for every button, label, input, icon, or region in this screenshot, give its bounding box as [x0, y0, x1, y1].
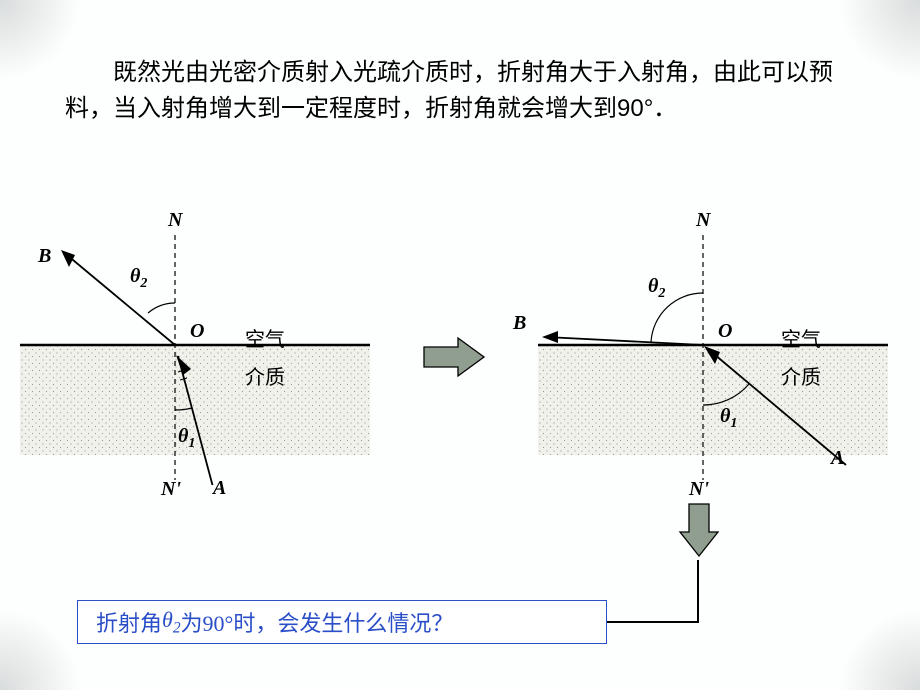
question-suffix: 为90°时，会发生什么情况？	[181, 606, 454, 638]
question-box: 折射角 θ2 为90°时，会发生什么情况？	[77, 600, 607, 644]
label-air-r: 空气	[781, 323, 821, 352]
diagram-right-svg	[538, 225, 888, 485]
label-theta2: θ2	[130, 265, 147, 292]
label-medium: 介质	[245, 361, 285, 390]
connector-horizontal	[607, 621, 699, 623]
label-A: A	[213, 477, 226, 500]
label-N-bot: N'	[161, 478, 181, 501]
label-A-r: A	[831, 447, 844, 470]
connector-vertical	[697, 560, 699, 623]
refraction-diagram-left: N N' O B A θ2 θ1 空气 介质	[20, 225, 370, 485]
label-O: O	[190, 320, 204, 343]
label-theta2-r: θ2	[648, 275, 665, 302]
question-prefix: 折射角	[96, 606, 162, 638]
label-theta1: θ1	[178, 425, 195, 452]
label-N-bot-r: N'	[689, 478, 709, 501]
label-theta1-r: θ1	[720, 405, 737, 432]
block-arrow-down	[677, 500, 721, 562]
label-N-top: N	[168, 209, 182, 232]
label-O-r: O	[718, 320, 732, 343]
refraction-diagram-right: N N' O B A θ2 θ1 空气 介质	[538, 225, 888, 485]
label-B: B	[38, 245, 51, 268]
label-air: 空气	[245, 323, 285, 352]
label-B-r: B	[513, 312, 526, 335]
label-N-top-r: N	[696, 209, 710, 232]
block-arrow-right	[420, 335, 490, 379]
question-theta: θ2	[162, 607, 181, 637]
intro-paragraph: 既然光由光密介质射入光疏介质时，折射角大于入射角，由此可以预料，当入射角增大到一…	[65, 55, 865, 127]
label-medium-r: 介质	[781, 361, 821, 390]
